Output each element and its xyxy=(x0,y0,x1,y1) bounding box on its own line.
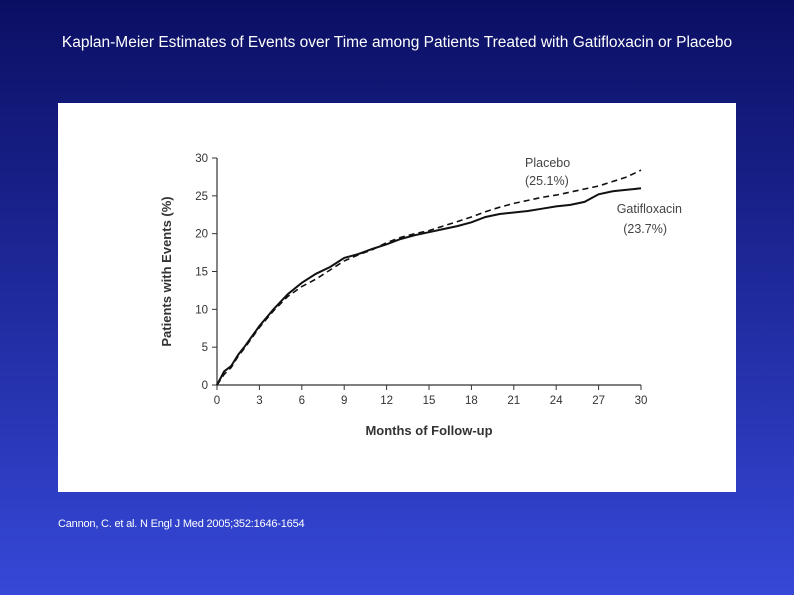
y-axis-title: Patients with Events (%) xyxy=(159,196,174,346)
y-tick-label: 30 xyxy=(195,153,208,165)
x-tick-label: 3 xyxy=(256,395,262,407)
x-tick-label: 24 xyxy=(550,395,563,407)
km-chart: 0 5 10 15 20 25 30 0 3 6 9 12 15 18 21 24 27 30 Months of… xyxy=(159,153,682,438)
y-tick-label: 10 xyxy=(195,304,208,316)
chart-series xyxy=(216,169,642,386)
y-tick-label: 25 xyxy=(195,191,208,203)
placebo-annotation-value: (25.1%) xyxy=(525,174,569,188)
x-axis-title: Months of Follow-up xyxy=(365,423,492,438)
x-tick-label: 0 xyxy=(214,395,220,407)
gatifloxacin-annotation-name: Gatifloxacin xyxy=(617,202,682,216)
x-tick-label: 9 xyxy=(341,395,347,407)
y-tick-label: 15 xyxy=(195,267,208,279)
x-tick-label: 6 xyxy=(299,395,305,407)
citation: Cannon, C. et al. N Engl J Med 2005;352:… xyxy=(58,518,305,530)
placebo-annotation-name: Placebo xyxy=(525,156,570,170)
x-tick-label: 12 xyxy=(380,395,393,407)
chart-panel: 0 5 10 15 20 25 30 0 3 6 9 12 15 18 21 24 27 30 Months of… xyxy=(58,103,736,492)
series-line-gatifloxacin xyxy=(216,187,642,386)
slide-title: Kaplan-Meier Estimates of Events over Ti… xyxy=(61,34,733,51)
gatifloxacin-annotation-value: (23.7%) xyxy=(623,222,667,236)
x-tick-label: 21 xyxy=(507,395,520,407)
x-tick-label: 30 xyxy=(635,395,648,407)
y-tick-label: 20 xyxy=(195,229,208,241)
series-line-placebo xyxy=(216,169,642,386)
y-tick-label: 5 xyxy=(202,342,208,354)
x-tick-label: 27 xyxy=(592,395,605,407)
chart-axes: 0 5 10 15 20 25 30 0 3 6 9 12 15 18 21 24 27 30 xyxy=(195,153,647,407)
y-tick-label: 0 xyxy=(202,380,208,392)
x-tick-label: 15 xyxy=(423,395,436,407)
x-tick-label: 18 xyxy=(465,395,478,407)
